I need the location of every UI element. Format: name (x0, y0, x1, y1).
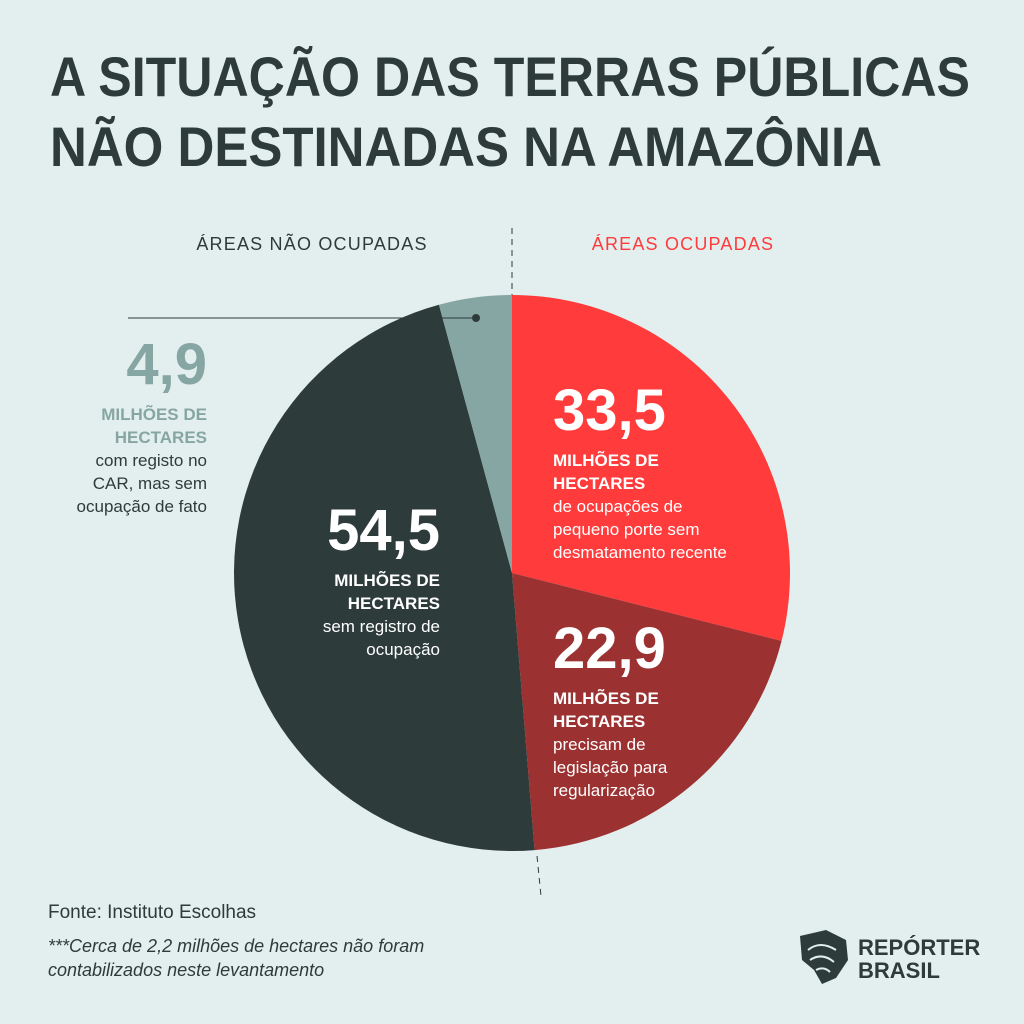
logo-text: REPÓRTER (858, 935, 980, 960)
unit-label: HECTARES (115, 428, 207, 447)
value-label: 4,9 (126, 332, 207, 397)
slice-description: de ocupações de (553, 497, 683, 516)
value-label: 33,5 (553, 378, 666, 443)
unit-label: HECTARES (553, 474, 645, 493)
note: contabilizados neste levantamento (48, 960, 324, 980)
pie-slice (233, 304, 535, 851)
note: ***Cerca de 2,2 milhões de hectares não … (48, 936, 424, 956)
slice-description: CAR, mas sem (93, 474, 207, 493)
pie-slice (438, 295, 512, 573)
title-line: A SITUAÇÃO DAS TERRAS PÚBLICAS (50, 45, 970, 108)
slice-description: ocupação de fato (77, 497, 207, 516)
value-label: 54,5 (327, 498, 440, 563)
unit-label: MILHÕES DE (553, 450, 659, 470)
group-label: ÁREAS NÃO OCUPADAS (196, 233, 427, 254)
unit-label: MILHÕES DE (334, 570, 440, 590)
slice-description: legislação para (553, 758, 668, 777)
slice-description: sem registro de (323, 617, 440, 636)
title-line: NÃO DESTINADAS NA AMAZÔNIA (50, 115, 882, 178)
slice-description: ocupação (366, 640, 440, 659)
pie-slice (512, 573, 782, 851)
unit-label: HECTARES (348, 594, 440, 613)
pie (233, 295, 791, 851)
unit-label: MILHÕES DE (553, 688, 659, 708)
logo: REPÓRTER BRASIL (800, 930, 980, 984)
logo-text: BRASIL (858, 958, 940, 983)
labels: 33,5 MILHÕES DE HECTARES de ocupações de peq… (77, 332, 727, 800)
unit-label: HECTARES (553, 712, 645, 731)
slice-description: regularização (553, 781, 655, 800)
group-label: ÁREAS OCUPADAS (592, 234, 775, 254)
slice-description: desmatamento recente (553, 543, 727, 562)
slice-description: pequeno porte sem (553, 520, 700, 539)
slice-description: com registo no (96, 451, 208, 470)
divider (536, 855, 542, 897)
value-label: 22,9 (553, 616, 666, 681)
logo-icon-lines (807, 944, 837, 973)
slice-description: precisam de (553, 735, 646, 754)
pie-slice (512, 295, 791, 641)
source: Fonte: Instituto Escolhas (48, 902, 256, 923)
unit-label: MILHÕES DE (101, 404, 207, 424)
leader-dot (472, 314, 480, 322)
